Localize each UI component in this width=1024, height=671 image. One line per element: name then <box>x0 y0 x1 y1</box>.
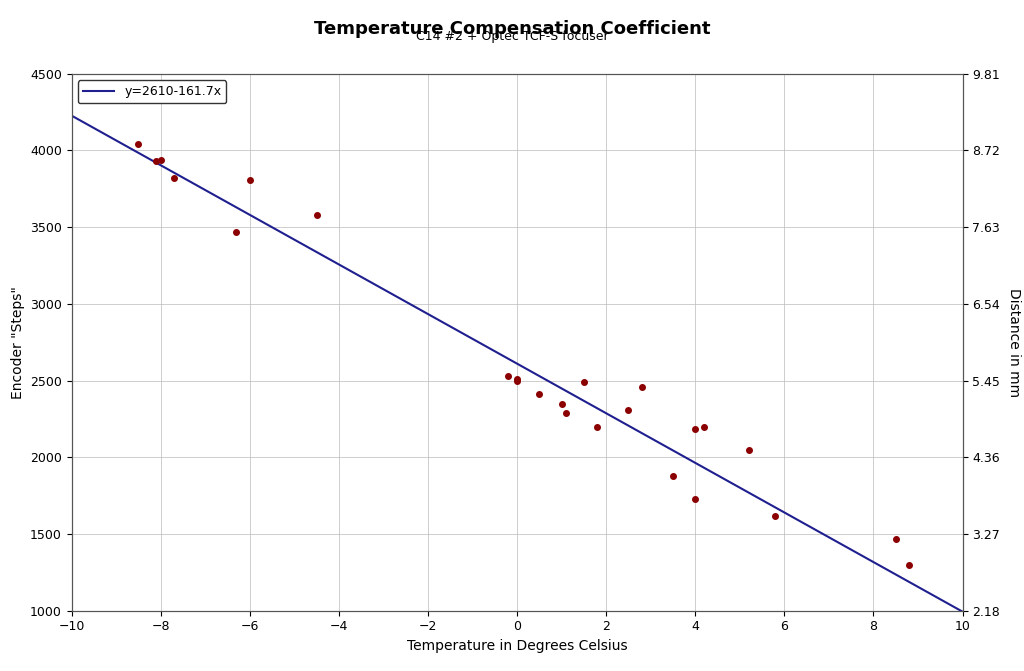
y=2610-161.7x <box>956 608 969 616</box>
Point <box>509 375 525 386</box>
Point <box>153 154 169 165</box>
Point <box>589 421 605 432</box>
y=2610-161.7x <box>881 565 893 573</box>
Point <box>500 370 516 381</box>
Point <box>665 470 681 481</box>
Point <box>242 174 258 185</box>
Point <box>166 172 182 183</box>
Point <box>634 381 650 392</box>
Legend: y=2610-161.7x: y=2610-161.7x <box>78 80 226 103</box>
Point <box>575 376 592 387</box>
Point <box>901 560 918 571</box>
y=2610-161.7x <box>119 142 131 150</box>
y=2610-161.7x <box>303 244 315 252</box>
Line: y=2610-161.7x: y=2610-161.7x <box>72 115 963 612</box>
Y-axis label: Encoder "Steps": Encoder "Steps" <box>10 286 25 399</box>
Point <box>740 444 757 455</box>
Point <box>687 423 703 434</box>
Text: Temperature Compensation Coefficient: Temperature Compensation Coefficient <box>313 20 711 38</box>
y=2610-161.7x <box>231 204 244 212</box>
Point <box>148 156 165 166</box>
Point <box>553 398 569 409</box>
Point <box>509 374 525 384</box>
Point <box>558 407 574 418</box>
Point <box>531 389 548 400</box>
Point <box>696 422 713 433</box>
y=2610-161.7x <box>911 582 924 590</box>
Point <box>308 209 325 220</box>
Point <box>888 533 904 544</box>
X-axis label: Temperature in Degrees Celsius: Temperature in Degrees Celsius <box>407 639 628 653</box>
Point <box>687 493 703 504</box>
Point <box>228 226 245 237</box>
Point <box>767 510 783 521</box>
y=2610-161.7x <box>66 111 78 119</box>
Point <box>130 139 146 150</box>
y=2610-161.7x <box>101 132 114 140</box>
Text: C14 #2 + Optec TCF-S focuser: C14 #2 + Optec TCF-S focuser <box>416 30 608 43</box>
Y-axis label: Distance in mm: Distance in mm <box>1007 288 1021 397</box>
Point <box>621 405 637 415</box>
